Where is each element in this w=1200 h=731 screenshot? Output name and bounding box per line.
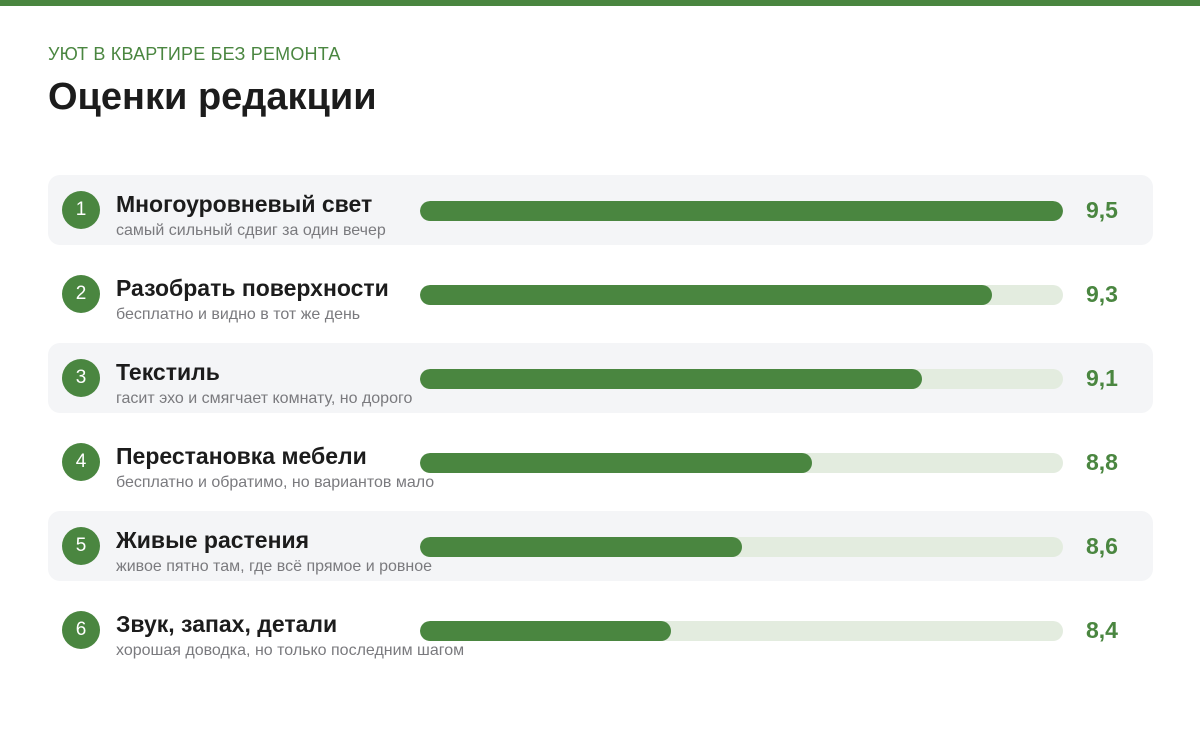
score-bar-track xyxy=(420,201,1063,221)
score-bar-track xyxy=(420,369,1063,389)
rank-badge: 6 xyxy=(62,611,100,649)
item-title: Разобрать поверхности xyxy=(116,275,389,301)
score-bar-fill xyxy=(420,201,1063,221)
item-note: живое пятно там, где всё прямое и ровное xyxy=(116,558,433,575)
item-title: Многоуровневый свет xyxy=(116,191,373,217)
item-title: Звук, запах, детали xyxy=(116,611,338,637)
score-value: 8,6 xyxy=(1086,533,1118,559)
score-bar-fill xyxy=(420,369,922,389)
score-value: 9,3 xyxy=(1086,281,1118,307)
top-accent-bar xyxy=(0,0,1200,6)
score-bar-track xyxy=(420,537,1063,557)
rating-row: 5 Живые растения живое пятно там, где всё … xyxy=(48,511,1153,581)
score-bar-fill xyxy=(420,621,671,641)
rating-row: 2 Разобрать поверхности бесплатно и видно … xyxy=(48,259,1153,329)
score-value: 8,8 xyxy=(1086,449,1118,475)
item-title: Текстиль xyxy=(116,359,220,385)
item-note: гасит эхо и смягчает комнату, но дорого xyxy=(116,390,413,407)
score-value: 9,1 xyxy=(1086,365,1118,391)
score-value: 8,4 xyxy=(1086,617,1118,643)
rank-badge: 3 xyxy=(62,359,100,397)
ratings-list: 1 Многоуровневый свет самый сильный сдвиг … xyxy=(48,175,1153,679)
score-bar-fill xyxy=(420,537,742,557)
section-kicker: УЮТ В КВАРТИРЕ БЕЗ РЕМОНТА xyxy=(48,44,341,64)
score-value: 9,5 xyxy=(1086,197,1118,223)
item-title: Живые растения xyxy=(116,527,310,553)
rating-row: 6 Звук, запах, детали хорошая доводка, но … xyxy=(48,595,1153,665)
rank-badge: 5 xyxy=(62,527,100,565)
score-bar-track xyxy=(420,453,1063,473)
score-bar-track xyxy=(420,285,1063,305)
score-bar-track xyxy=(420,621,1063,641)
rating-row: 3 Текстиль гасит эхо и смягчает комнату, н… xyxy=(48,343,1153,413)
page-title: Оценки редакции xyxy=(48,76,377,118)
item-note: самый сильный сдвиг за один вечер xyxy=(116,222,386,239)
item-note: хорошая доводка, но только последним шаг… xyxy=(116,642,465,659)
item-note: бесплатно и видно в тот же день xyxy=(116,306,361,323)
score-bar-fill xyxy=(420,453,812,473)
rank-badge: 2 xyxy=(62,275,100,313)
rating-row: 4 Перестановка мебели бесплатно и обратимо… xyxy=(48,427,1153,497)
rating-row: 1 Многоуровневый свет самый сильный сдвиг … xyxy=(48,175,1153,245)
score-bar-fill xyxy=(420,285,992,305)
item-title: Перестановка мебели xyxy=(116,443,367,469)
rank-badge: 1 xyxy=(62,191,100,229)
item-note: бесплатно и обратимо, но вариантов мало xyxy=(116,474,435,491)
rank-badge: 4 xyxy=(62,443,100,481)
